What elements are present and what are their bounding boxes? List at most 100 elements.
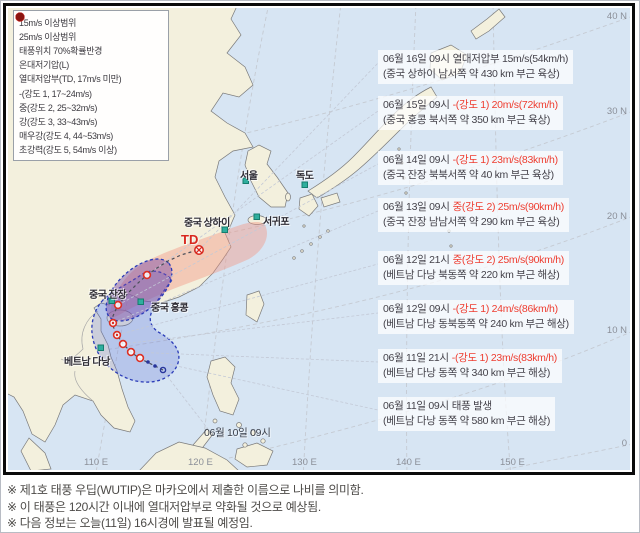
forecast-status: -(강도 1) 23m/s(83km/h) — [452, 154, 559, 166]
cat1-point — [142, 270, 152, 280]
city-marker-seogwipo — [253, 213, 260, 220]
forecast-time: 06월 14일 09시 — [383, 154, 450, 166]
forecast-annotation-0612-09: 06월 12일 09시 -(강도 1) 24m/s(86km/h) (베트남 다낭… — [378, 300, 574, 334]
city-marker-hongkong — [137, 298, 144, 305]
forecast-time: 06월 13일 09시 — [383, 201, 450, 213]
lat-label-20n: 20 N — [606, 211, 627, 222]
forecast-location: (베트남 다낭 동쪽 약 580 km 부근 해상) — [383, 415, 551, 427]
borneo-island — [139, 441, 239, 470]
city-marker-seoul — [242, 177, 249, 184]
forecast-status: -(강도 1) 24m/s(86km/h) — [452, 303, 559, 315]
city-marker-dokdo — [301, 181, 308, 188]
legend-box: 15m/s 이상범위 25m/s 이상범위 태풍위치 70%확률반경 온대저기압… — [13, 10, 169, 161]
malay-peninsula — [20, 437, 52, 470]
lon-label-150e: 150 E — [500, 457, 525, 468]
wind-range-25ms-region — [105, 258, 173, 322]
forecast-time: 06월 16일 09시 — [383, 53, 450, 65]
forecast-annotation-0611-21: 06월 11일 21시 -(강도 1) 23m/s(83km/h) (베트남 다낭… — [378, 349, 562, 383]
cat1-point — [118, 339, 128, 349]
legend-label: 강(강도 3, 33~43m/s) — [19, 116, 98, 127]
mindanao-island — [234, 442, 274, 468]
city-label-seoul: 서울 — [240, 171, 258, 182]
legend-label: 25m/s 이상범위 — [19, 31, 77, 42]
city-label-zhanjiang: 중국 잔장 — [89, 290, 127, 301]
forecast-time: 06월 12일 21시 — [383, 254, 450, 266]
footnote-line: ※ 다음 정보는 오늘(11일) 16시경에 발표될 예정임. — [7, 516, 253, 530]
cat2-point — [108, 318, 118, 328]
cat1-point — [113, 300, 123, 310]
genesis-time-label: 06월 10일 09시 — [204, 427, 271, 439]
city-label-seogwipo: 서귀포 — [263, 217, 290, 228]
cat1-point — [126, 347, 136, 357]
forecast-annotation-0614: 06월 14일 09시 -(강도 1) 23m/s(83km/h) (중국 잔장 … — [378, 151, 563, 185]
footnote-line: ※ 제1호 태풍 우딥(WUTIP)은 마카오에서 제출한 이름으로 나비를 의… — [7, 483, 364, 497]
forecast-annotation-0615: 06월 15일 09시 -(강도 1) 20m/s(72km/h) (중국 홍콩 … — [378, 96, 563, 130]
city-label-shanghai: 중국 상하이 — [184, 218, 230, 229]
forecast-location: (중국 상하이 남서쪽 약 430 km 부근 육상) — [383, 68, 560, 80]
legend-label: -(강도 1, 17~24m/s) — [19, 88, 92, 99]
typhoon-map-frame: 15m/s 이상범위 25m/s 이상범위 태풍위치 70%확률반경 온대저기압… — [3, 3, 635, 475]
japan-shikoku — [320, 192, 341, 208]
legend-label: 15m/s 이상범위 — [19, 17, 77, 28]
forecast-location: (중국 잔장 남남서쪽 약 290 km 부근 육상) — [383, 216, 560, 228]
forecast-status: 태풍 발생 — [451, 400, 492, 412]
cat5-icon — [15, 12, 25, 22]
legend-item: 매우강(강도 4, 44~53m/s) — [15, 12, 165, 143]
legend-label: 중(강도 2, 25~32m/s) — [19, 102, 98, 113]
cat1-point — [135, 353, 145, 363]
tropical-depression-symbol — [194, 245, 204, 255]
lon-label-130e: 130 E — [292, 457, 317, 468]
legend-item: 태풍위치 70%확률반경 — [15, 12, 165, 57]
forecast-annotation-0611-09: 06월 11일 09시 태풍 발생 (베트남 다낭 동쪽 약 580 km 부근 … — [378, 397, 556, 431]
forecast-annotation-0612-21: 06월 12일 21시 중(강도 2) 25m/s(90km/h) (베트남 다낭… — [378, 251, 569, 285]
legend-item: 온대저기압(L) — [15, 12, 165, 72]
taiwan-island — [245, 290, 265, 323]
legend-label: 초강력(강도 5, 54m/s 이상) — [19, 145, 117, 156]
forecast-annotation-0613: 06월 13일 09시 중(강도 2) 25m/s(90km/h) (중국 잔장 … — [378, 198, 569, 232]
forecast-status: -(강도 1) 20m/s(72km/h) — [452, 99, 559, 111]
td-past-point — [146, 360, 150, 364]
typhoon-map: 15m/s 이상범위 25m/s 이상범위 태풍위치 70%확률반경 온대저기압… — [8, 8, 630, 470]
kuril-islands — [470, 8, 506, 40]
legend-item: 초강력(강도 5, 54m/s 이상) — [15, 12, 165, 157]
legend-item: 강(강도 3, 33~43m/s) — [15, 12, 165, 128]
legend-label: 매우강(강도 4, 44~53m/s) — [19, 131, 113, 142]
forecast-status: 중(강도 2) 25m/s(90km/h) — [452, 201, 565, 213]
legend-item: 15m/s 이상범위 — [15, 12, 165, 29]
forecast-annotation-0616: 06월 16일 09시 열대저압부 15m/s(54km/h) (중국 상하이 남… — [378, 50, 574, 84]
legend-label: 열대저압부(TD, 17m/s 미만) — [19, 74, 122, 85]
track-symbols — [108, 245, 204, 374]
lat-label-40n: 40 N — [606, 11, 627, 22]
legend-item: 25m/s 이상범위 — [15, 12, 165, 43]
td-past-point — [159, 366, 167, 374]
td-past-point — [153, 364, 157, 368]
legend-label: 온대저기압(L) — [19, 60, 69, 71]
footnote-line: ※ 이 태풍은 120시간 이내에 열대저압부로 약화될 것으로 예상됨. — [7, 499, 321, 514]
footnotes: ※ 제1호 태풍 우딥(WUTIP)은 마카오에서 제출한 이름으로 나비를 의… — [7, 482, 364, 532]
forecast-location: (베트남 다낭 동쪽 약 340 km 부근 해상) — [383, 367, 551, 379]
city-label-hongkong: 중국 홍콩 — [151, 303, 189, 314]
forecast-time: 06월 12일 09시 — [383, 303, 450, 315]
lat-label-30n: 30 N — [606, 106, 627, 117]
lon-label-120e: 120 E — [188, 457, 213, 468]
forecast-time: 06월 11일 21시 — [383, 352, 449, 364]
lon-label-140e: 140 E — [396, 457, 421, 468]
forecast-time: 06월 15일 09시 — [383, 99, 450, 111]
forecast-status: 중(강도 2) 25m/s(90km/h) — [452, 254, 565, 266]
city-marker-danang — [97, 344, 104, 351]
country-borders — [60, 310, 99, 402]
forecast-location: (중국 홍콩 북서쪽 약 350 km 부근 육상) — [383, 114, 551, 126]
forecast-location: (베트남 다낭 북동쪽 약 220 km 부근 해상) — [383, 269, 560, 281]
probability-cone-70 — [109, 222, 268, 319]
legend-label: 태풍위치 70%확률반경 — [19, 45, 103, 56]
cat2-point — [112, 330, 122, 340]
annotation-pointer-lines — [112, 62, 379, 430]
lat-label-10n: 10 N — [606, 325, 627, 336]
lon-label-110e: 110 E — [84, 457, 109, 468]
city-label-danang: 베트남 다낭 — [64, 357, 110, 368]
td-label: TD — [181, 232, 199, 247]
legend-item: 중(강도 2, 25~32m/s) — [15, 12, 165, 114]
city-marker-shanghai — [221, 226, 228, 233]
lat-label-0: 0 — [621, 438, 627, 449]
